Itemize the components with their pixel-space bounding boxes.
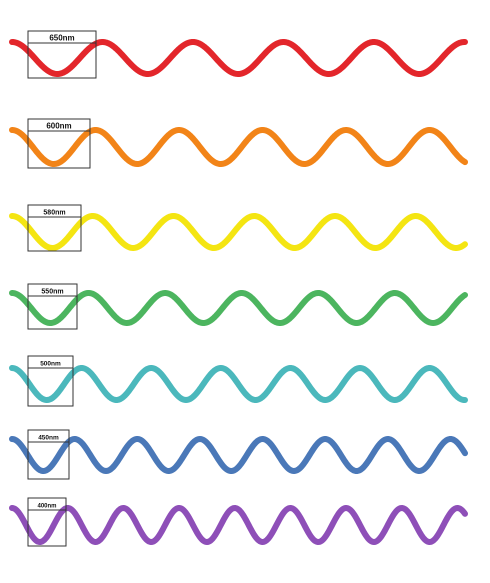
wavelength-box-400 xyxy=(27,497,67,547)
wavelength-box-500 xyxy=(27,355,74,407)
wavelength-label: 600nm xyxy=(46,122,71,131)
wave-580nm xyxy=(9,213,468,251)
wavelength-box-650 xyxy=(27,30,97,79)
wave-row-400: 400nm xyxy=(9,497,468,547)
wavelength-box-600 xyxy=(27,118,91,169)
wave-450nm xyxy=(9,436,468,474)
wavelength-box-450 xyxy=(27,429,70,480)
wavelength-label: 580nm xyxy=(43,210,65,217)
wave-row-500: 500nm xyxy=(9,355,468,407)
wavelength-box-580 xyxy=(27,204,82,252)
wave-row-650: 650nm xyxy=(9,30,468,79)
wave-500nm xyxy=(9,365,468,403)
wavelength-label: 400nm xyxy=(37,504,56,510)
wavelength-label: 500nm xyxy=(40,361,61,368)
wavelength-label: 550nm xyxy=(41,289,63,296)
wave-400nm xyxy=(9,505,468,545)
wave-600nm xyxy=(9,127,468,167)
wave-650nm xyxy=(9,39,468,77)
wavelength-label: 650nm xyxy=(49,34,74,43)
wave-550nm xyxy=(9,290,468,326)
wave-row-600: 600nm xyxy=(9,118,468,169)
wave-row-550: 550nm xyxy=(9,283,468,330)
wavelength-box-550 xyxy=(27,283,78,330)
wave-row-580: 580nm xyxy=(9,204,468,252)
wave-row-450: 450nm xyxy=(9,429,468,480)
wavelength-label: 450nm xyxy=(38,435,59,442)
